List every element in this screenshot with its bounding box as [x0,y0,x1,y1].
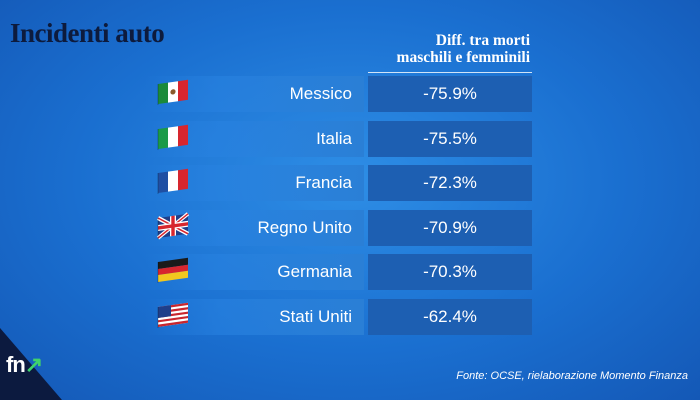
usa-flag-icon [155,301,191,333]
table-row: Stati Uniti -62.4% [0,299,700,335]
value-cell: -75.5% [368,120,532,157]
country-label: Francia [295,173,352,193]
value-label: -75.9% [423,84,477,103]
value-label: -70.9% [423,217,477,237]
table-row: Francia -72.3% [0,165,700,202]
value-cell: -62.4% [368,299,532,335]
country-label: Messico [289,84,352,103]
value-cell: -70.3% [368,254,532,291]
table-row: Regno Unito -70.9% [0,209,700,246]
source-note: Fonte: OCSE, rielaborazione Momento Fina… [456,370,688,382]
france-flag-icon [155,167,191,199]
country-label: Germania [277,262,352,282]
column-header-line2: maschili e femminili [396,49,530,66]
value-cell: -75.9% [368,76,532,112]
value-cell: -70.9% [368,209,532,246]
fnz-logo: fn↗ [6,352,43,378]
country-label: Stati Uniti [279,307,352,326]
value-cell: -72.3% [368,165,532,202]
value-label: -75.5% [423,128,477,148]
country-label: Italia [316,128,352,148]
logo-text: fn [6,352,26,377]
italy-flag-icon [155,123,191,155]
column-header: Diff. tra morti maschili e femminili [368,32,530,66]
mexico-flag-icon [155,78,191,110]
corner-triangle [0,328,62,400]
value-label: -62.4% [423,307,477,326]
germany-flag-icon [155,256,191,288]
value-label: -72.3% [423,173,477,193]
country-label: Regno Unito [257,217,352,237]
header-divider [368,72,532,73]
page-title: Incidenti auto [10,18,165,48]
value-label: -70.3% [423,262,477,282]
uk-flag-icon [155,212,191,244]
table-row: Italia -75.5% [0,120,700,157]
table-row: Messico -75.9% [0,76,700,112]
logo-arrow-icon: ↗ [24,352,43,377]
column-header-line1: Diff. tra morti [435,32,530,49]
table-row: Germania -70.3% [0,254,700,291]
